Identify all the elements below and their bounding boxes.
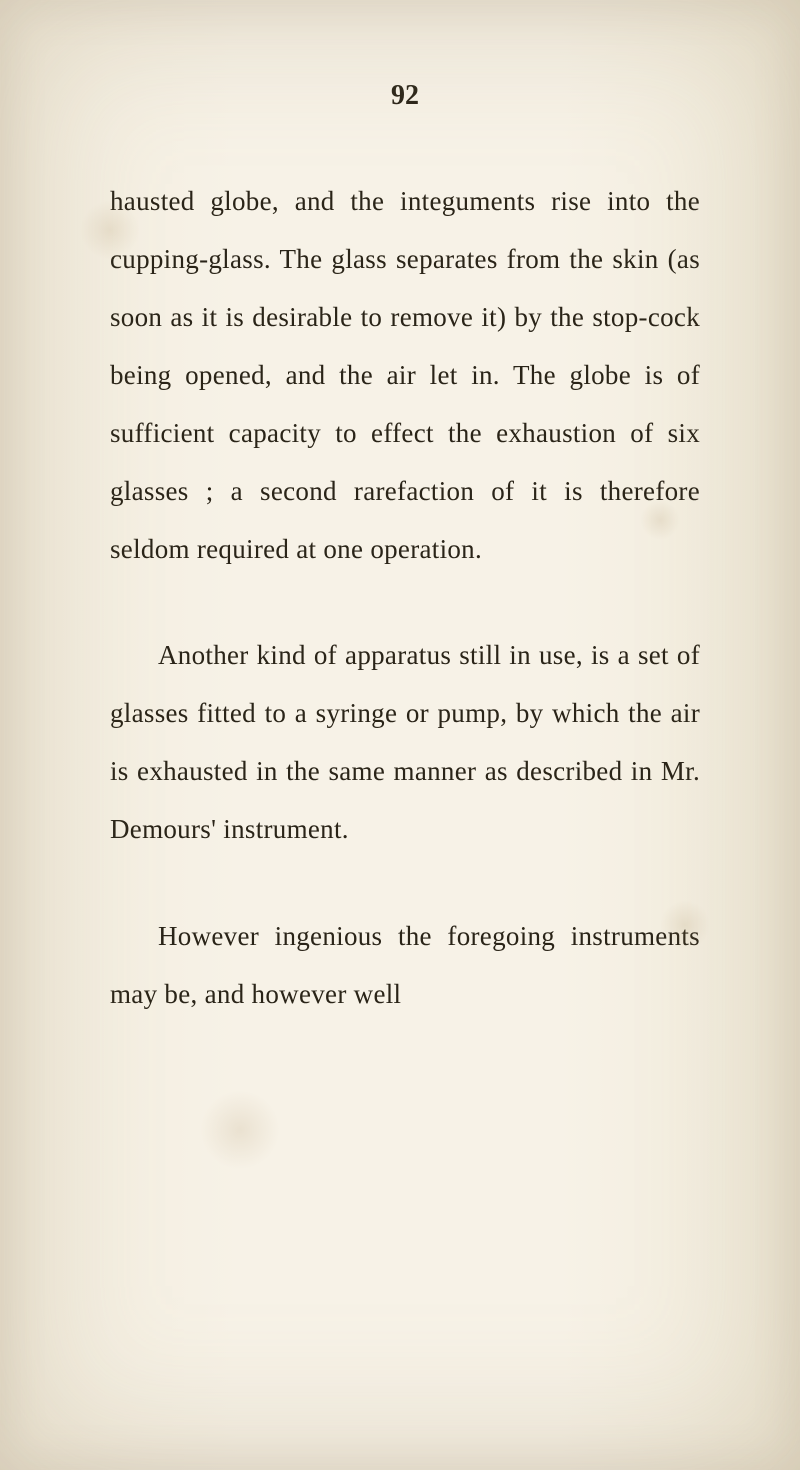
body-paragraph-3: However ingenious the foregoing in­strum…: [110, 907, 700, 1023]
page-number: 92: [110, 80, 700, 112]
paper-foxing: [200, 1090, 280, 1170]
scanned-page: 92 hausted globe, and the integuments ri…: [0, 0, 800, 1470]
body-paragraph-1: hausted globe, and the integuments rise …: [110, 172, 700, 578]
body-paragraph-2: Another kind of apparatus still in use, …: [110, 626, 700, 858]
